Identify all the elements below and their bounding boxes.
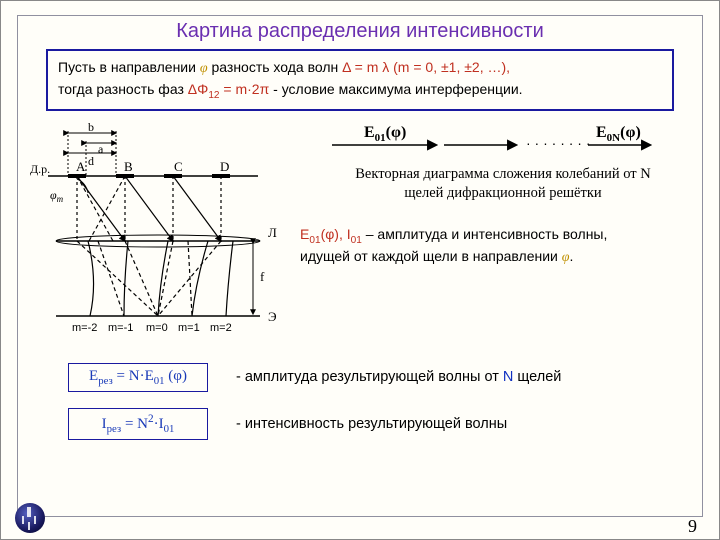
- svg-text:φm: φm: [50, 188, 64, 204]
- box-l2-post: - условие максимума интерференции.: [269, 81, 522, 97]
- amplitude-text: E01(φ), I01 – амплитуда и интенсивность …: [300, 225, 680, 268]
- logo-icon: [15, 503, 45, 533]
- box-l1-pre: Пусть в направлении: [58, 59, 200, 75]
- phase-formula: ΔΦ12 = m·2π: [188, 81, 269, 97]
- page-title: Картина распределения интенсивности: [18, 20, 702, 43]
- svg-text:m=1: m=1: [178, 322, 200, 334]
- svg-text:· · · · · · · ·: · · · · · · · ·: [526, 135, 591, 151]
- svg-text:f: f: [260, 269, 265, 284]
- svg-text:Э: Э: [268, 309, 277, 324]
- eq-intensity-desc: - интенсивность результирующей волны: [236, 416, 507, 432]
- svg-text:m=-1: m=-1: [108, 322, 133, 334]
- svg-text:E0N(φ): E0N(φ): [596, 124, 641, 144]
- svg-text:a: a: [98, 142, 104, 156]
- condition-box: Пусть в направлении φ разность хода волн…: [46, 49, 674, 111]
- svg-text:d: d: [88, 154, 94, 168]
- svg-text:Д.р.: Д.р.: [30, 162, 50, 176]
- phi-symbol: φ: [200, 61, 208, 76]
- m-values: (m = 0, ±1, ±2, …),: [389, 59, 510, 75]
- eq-amplitude-desc: - амплитуда результирующей волны от N ще…: [236, 369, 561, 385]
- delta-formula: Δ = m λ: [342, 59, 389, 75]
- svg-text:m=-2: m=-2: [72, 322, 97, 334]
- svg-text:b: b: [88, 121, 94, 134]
- bottom-equations: Eрез = N·E01 (φ) - амплитуда результирую…: [68, 363, 682, 456]
- svg-text:E01(φ): E01(φ): [364, 124, 406, 144]
- svg-text:A: A: [76, 159, 86, 174]
- svg-text:C: C: [174, 159, 183, 174]
- box-l2-pre: тогда разность фаз: [58, 81, 188, 97]
- vector-diagram: · · · · · · · · E01(φ) E0N(φ): [326, 121, 656, 157]
- eq-amplitude: Eрез = N·E01 (φ): [68, 363, 208, 392]
- svg-text:B: B: [124, 159, 133, 174]
- vector-caption: Векторная диаграмма сложения колебаний о…: [328, 165, 678, 204]
- content-area: A B C D b a d: [18, 119, 702, 449]
- page-number: 9: [688, 516, 697, 537]
- svg-text:D: D: [220, 159, 229, 174]
- diffraction-diagram: A B C D b a d: [28, 121, 293, 351]
- svg-text:m=2: m=2: [210, 322, 232, 334]
- box-l1-mid: разность хода волн: [208, 59, 343, 75]
- svg-text:m=0: m=0: [146, 322, 168, 334]
- eq-intensity: Iрез = N2·I01: [68, 408, 208, 440]
- svg-text:Л: Л: [268, 225, 277, 240]
